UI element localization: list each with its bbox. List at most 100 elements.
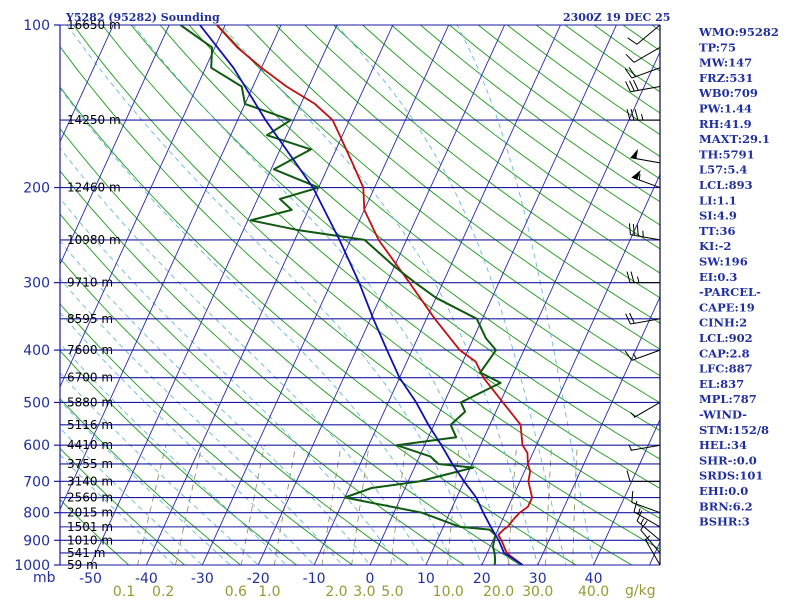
- wind-barb-layer: [624, 24, 661, 566]
- wind-barb: [633, 500, 661, 528]
- sounding-index: -PARCEL-: [699, 285, 761, 299]
- temperature-tick-label: 20: [473, 571, 491, 587]
- temperature-tick-label: 10: [417, 571, 435, 587]
- wind-barb-staff: [631, 501, 661, 514]
- height-label: 8595 m: [67, 312, 113, 326]
- wind-barb: [628, 223, 661, 241]
- wind-barb: [627, 24, 661, 45]
- wind-barb-flag: [632, 223, 635, 236]
- mixing-ratio-line: [321, 445, 342, 565]
- dry-adiabat-line: [60, 498, 130, 565]
- sounding-index: MPL:787: [699, 392, 757, 406]
- mb-unit-label: mb: [33, 570, 56, 586]
- mixing-ratio-label: 0.1: [113, 584, 135, 600]
- sounding-index: LFC:887: [699, 362, 753, 376]
- wind-barb: [624, 67, 661, 79]
- temperature-tick-label: 0: [366, 571, 375, 587]
- wind-barb: [630, 402, 661, 418]
- wind-barb-staff: [640, 529, 661, 554]
- wind-barb-staff: [630, 318, 661, 325]
- mixing-ratio-label: 40.0: [578, 584, 609, 600]
- temperature-tick-label: -50: [79, 571, 102, 587]
- series-layer: [179, 25, 533, 565]
- isotherm-line: [60, 25, 170, 266]
- wind-barb-flag: [634, 108, 639, 121]
- isotherm-line: [90, 25, 338, 565]
- moist-adiabat-line: [60, 343, 287, 565]
- temperature-tick-label: -40: [135, 571, 158, 587]
- pressure-tick-label: 600: [23, 438, 50, 454]
- height-label: 16650 m: [67, 18, 121, 32]
- height-label: 2015 m: [67, 506, 113, 520]
- parcel-line: [199, 25, 524, 565]
- mixing-ratio-label: 20.0: [483, 584, 514, 600]
- sounding-index: CAP:2.8: [699, 346, 750, 360]
- sounding-index: SW:196: [699, 255, 748, 269]
- pressure-tick-label: 200: [23, 181, 50, 197]
- wind-barb-flag: [630, 271, 635, 283]
- mixing-ratio-line: [240, 445, 265, 565]
- pressure-tick-label: 900: [23, 533, 50, 549]
- moist-adiabat-line: [60, 278, 343, 565]
- pressure-tick-label: 400: [23, 343, 50, 359]
- pressure-tick-label: 800: [23, 506, 50, 522]
- wind-barb: [625, 79, 661, 93]
- temperature-tick-label: -10: [303, 571, 326, 587]
- mixing-ratio-label: 2.0: [325, 584, 347, 600]
- wind-barb-flag: [626, 271, 631, 283]
- wind-barb: [636, 510, 661, 541]
- station-title: Y5282 (95282) Sounding: [65, 11, 220, 24]
- wind-barb-staff: [636, 24, 661, 45]
- sounding-index: LI:1.1: [699, 193, 737, 207]
- wind-barb-flag: [625, 81, 631, 92]
- wind-barb: [631, 169, 661, 189]
- wind-barb-flag: [629, 312, 635, 324]
- wind-barb-half-flag: [641, 113, 644, 121]
- height-label: 6700 m: [67, 371, 113, 385]
- sounding-index: KI:-2: [699, 239, 731, 253]
- mixing-ratio-label: 3.0: [353, 584, 375, 600]
- sounding-index: STM:152/8: [699, 423, 769, 437]
- wind-barb-flag: [624, 68, 633, 79]
- wind-barb-flag: [636, 510, 643, 522]
- wind-barb-staff: [633, 46, 661, 63]
- mixing-ratio-line: [273, 445, 297, 565]
- wind-barb-half-flag: [637, 508, 641, 515]
- pressure-tick-label: 100: [23, 18, 50, 34]
- sounding-index: PW:1.44: [699, 102, 752, 116]
- sounding-index: LCL:893: [699, 178, 753, 192]
- temperature-tick-label: -20: [247, 571, 270, 587]
- wind-barb: [624, 349, 661, 361]
- moist-adiabat-line: [60, 372, 259, 565]
- isotherm-line: [145, 25, 394, 565]
- mixing-ratio-line: [390, 445, 407, 565]
- isotherm-line: [481, 173, 660, 565]
- sounding-index: WMO:95282: [698, 25, 779, 39]
- wind-barb-flag: [625, 313, 631, 325]
- wind-barb-flag: [640, 520, 648, 531]
- wind-barb-flag: [627, 37, 638, 45]
- wind-barb-pennant: [630, 148, 639, 159]
- sounding-index: CINH:2: [699, 316, 747, 330]
- sounding-index: TP:75: [699, 40, 736, 54]
- isotherm-line: [60, 25, 226, 388]
- wind-barb-half-flag: [638, 173, 641, 181]
- mixing-ratio-line: [572, 445, 578, 565]
- mixing-ratio-line: [351, 445, 370, 565]
- wind-barb: [640, 520, 661, 554]
- pressure-tick-label: 1000: [14, 558, 50, 574]
- mixing-ratio-label: 1.0: [258, 584, 280, 600]
- sounding-index: LCL:902: [699, 331, 753, 345]
- wind-barb: [626, 108, 660, 121]
- wind-barb-flag: [630, 108, 635, 121]
- wind-barb: [631, 491, 661, 514]
- height-label: 2560 m: [67, 491, 113, 505]
- height-label: 541 m: [67, 546, 105, 560]
- height-label: 1501 m: [67, 520, 113, 534]
- wind-barb-staff: [630, 157, 661, 164]
- moist-adiabat-line: [60, 427, 203, 565]
- sounding-index: CAPE:19: [699, 300, 755, 314]
